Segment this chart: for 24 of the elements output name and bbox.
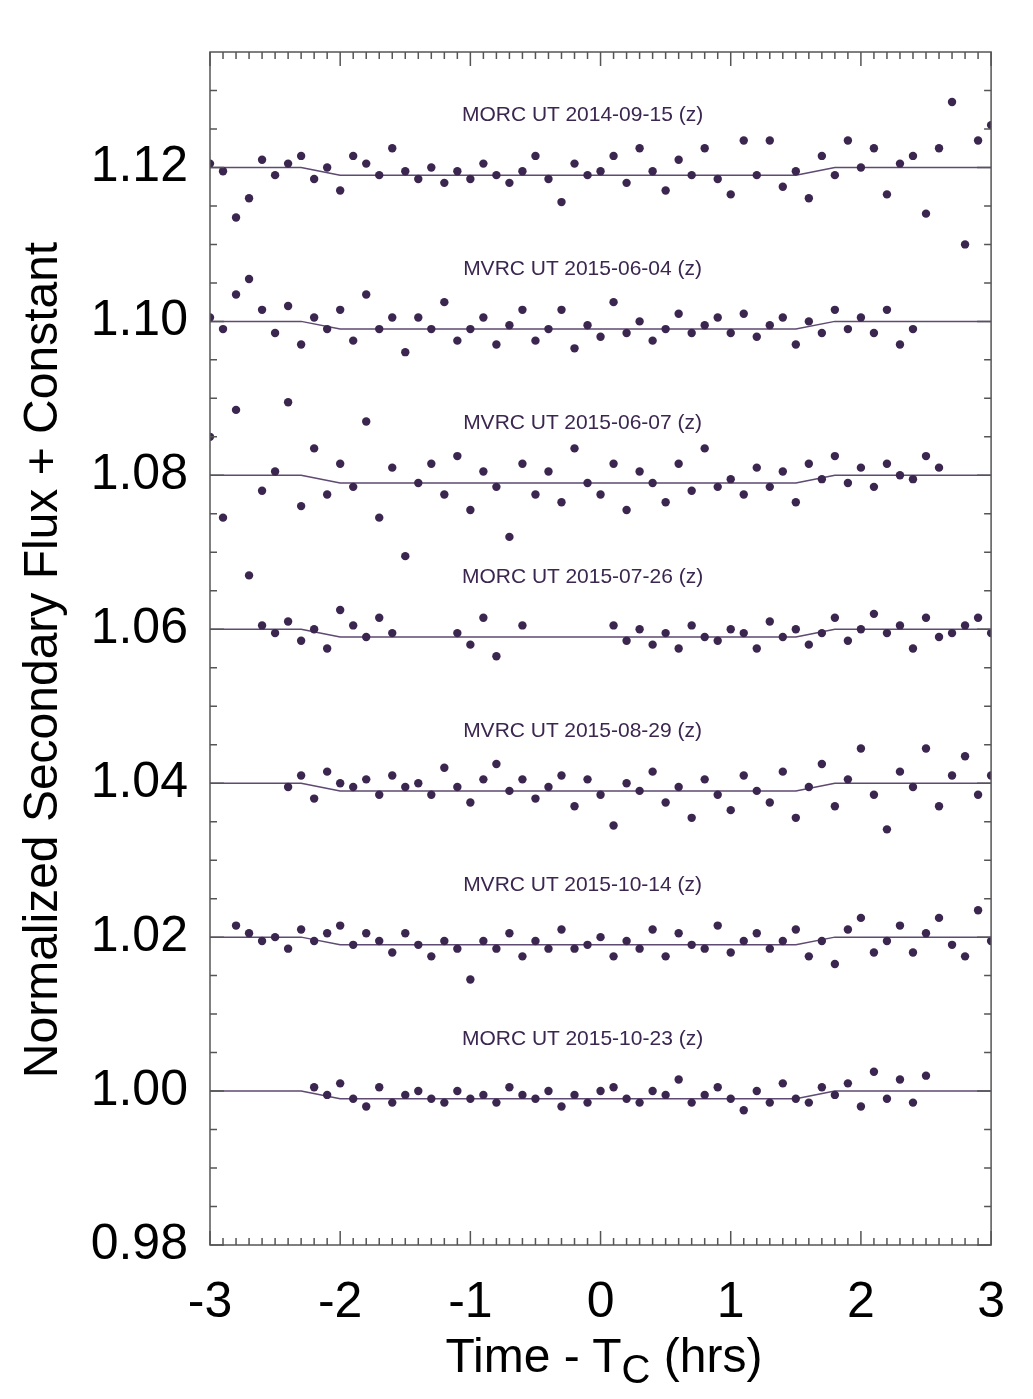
y-tick-label: 1.08 <box>90 444 188 501</box>
x-tick-label: -2 <box>317 1271 363 1328</box>
series-label: MVRC UT 2015-06-04 (z) <box>463 256 702 280</box>
series-label: MORC UT 2015-10-23 (z) <box>461 1025 704 1049</box>
x-tick-label: 1 <box>716 1271 745 1328</box>
x-tick-label: 2 <box>847 1271 875 1328</box>
x-tick-label: -1 <box>448 1271 493 1328</box>
y-tick-label: 0.98 <box>90 1213 188 1270</box>
y-tick-label: 1.00 <box>90 1059 188 1116</box>
series-label: MVRC UT 2015-10-14 (z) <box>463 871 702 895</box>
x-tick-label: 3 <box>977 1271 1005 1328</box>
y-axis-title: Normalized Secondary Flux + Constant <box>12 241 68 1079</box>
x-axis-title: Time - T$_{C}$ (hrs) <box>444 1328 764 1392</box>
series-label: MORC UT 2015-07-26 (z) <box>461 563 704 587</box>
y-tick-label: 1.06 <box>90 598 188 655</box>
y-tick-label: 1.12 <box>90 136 188 193</box>
y-tick-label: 1.10 <box>90 290 188 347</box>
x-tick-label: 0 <box>586 1271 615 1328</box>
x-tick-label: -3 <box>187 1271 233 1328</box>
y-tick-label: 1.02 <box>90 905 188 962</box>
y-tick-label: 1.04 <box>90 751 188 808</box>
series-label: MORC UT 2014-09-15 (z) <box>461 102 704 126</box>
series-label: MVRC UT 2015-06-07 (z) <box>463 409 702 433</box>
series-label: MVRC UT 2015-08-29 (z) <box>463 717 702 741</box>
